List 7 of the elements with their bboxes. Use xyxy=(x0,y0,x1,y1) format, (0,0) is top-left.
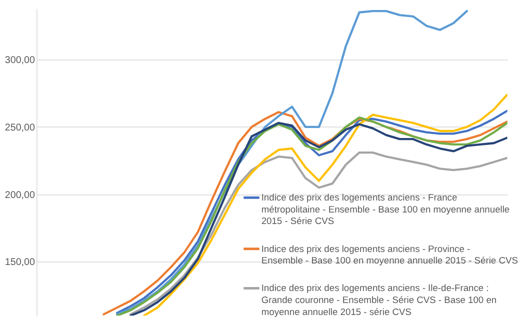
y-tick-label: 200,00 xyxy=(4,190,36,201)
legend-label: Indice des prix des logements anciens - Province - Ensemble - Base 100 en moyenne annuelle 2015 - Série CVS xyxy=(261,244,518,266)
y-tick-label: 250,00 xyxy=(4,122,36,134)
y-tick-label: 300,00 xyxy=(4,55,36,66)
y-tick-label: 150,00 xyxy=(4,257,36,268)
legend-label: Indice des prix des logements anciens - France métropolitaine - Ensemble - Base 100 en moyenne annuelle 2015 - Série CVS xyxy=(261,192,510,226)
legend-label: Indice des prix des logements anciens - Ile-de-France : Grande couronne - Ensemble - Série CVS - Base 100 en moyenne annuelle 2015 - série CVS xyxy=(261,283,497,317)
